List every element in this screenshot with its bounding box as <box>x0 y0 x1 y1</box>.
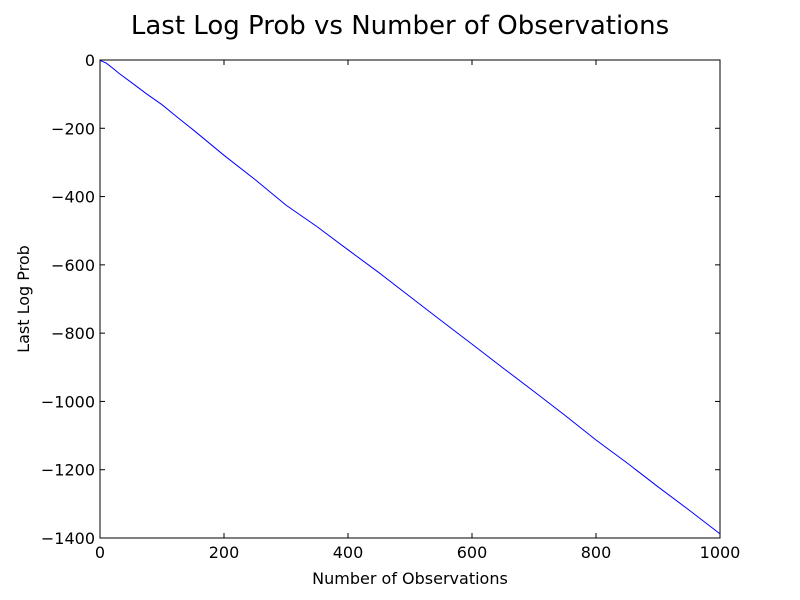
plot-frame <box>99 59 721 539</box>
y-tick-label: −400 <box>51 188 95 207</box>
x-tick-label: 0 <box>95 543 105 562</box>
x-tick-label: 400 <box>333 543 364 562</box>
y-tick-label: −1400 <box>41 529 95 548</box>
x-axis-label: Number of Observations <box>312 569 508 588</box>
y-tick-label: −600 <box>51 256 95 275</box>
x-tick-label: 1000 <box>700 543 741 562</box>
series-line <box>100 60 721 535</box>
y-tick-label: −1200 <box>41 461 95 480</box>
x-axis-ticks: 0 200 400 600 800 1000 <box>95 60 740 562</box>
y-axis-ticks: 0 −200 −400 −600 −800 −1000 −1200 −1400 <box>41 51 720 548</box>
y-tick-label: −1000 <box>41 392 95 411</box>
x-tick-label: 800 <box>581 543 612 562</box>
x-tick-label: 200 <box>209 543 240 562</box>
y-axis-label: Last Log Prob <box>14 245 33 353</box>
x-tick-label: 600 <box>457 543 488 562</box>
chart-title: Last Log Prob vs Number of Observations <box>131 11 669 41</box>
y-tick-label: 0 <box>85 51 95 70</box>
y-tick-label: −800 <box>51 324 95 343</box>
y-tick-label: −200 <box>51 119 95 138</box>
